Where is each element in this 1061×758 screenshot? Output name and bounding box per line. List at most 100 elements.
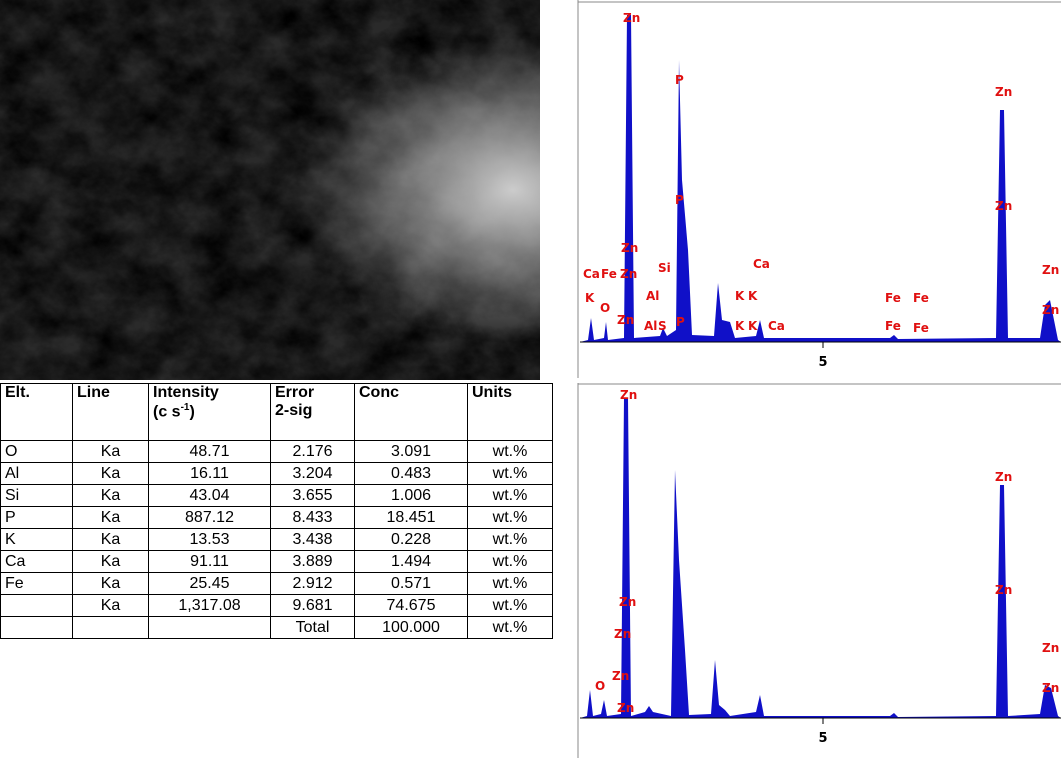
peak-label: O — [600, 301, 610, 315]
table-cell: Ka — [73, 441, 149, 463]
peak-label: K — [748, 319, 758, 333]
table-cell: 18.451 — [355, 507, 468, 529]
table-cell: wt.% — [468, 441, 553, 463]
table-cell: 0.228 — [355, 529, 468, 551]
header-cell: Units — [468, 384, 553, 441]
header-text: Units — [472, 384, 512, 401]
table-cell: 2.912 — [271, 573, 355, 595]
peak-label: Ca — [768, 319, 785, 333]
table-cell: wt.% — [468, 617, 553, 639]
table-cell: Ka — [73, 573, 149, 595]
table-cell: 43.04 — [149, 485, 271, 507]
header-cell: Elt. — [1, 384, 73, 441]
peak-label: Fe — [601, 267, 617, 281]
peak-label: K — [735, 289, 745, 303]
peak-label: Zn — [621, 241, 638, 255]
table-cell: P — [1, 507, 73, 529]
peak-label: Zn — [623, 11, 640, 25]
table-cell: Ka — [73, 485, 149, 507]
table-cell — [1, 595, 73, 617]
table-cell — [149, 617, 271, 639]
table-cell: Ka — [73, 507, 149, 529]
peak-label: Si — [658, 261, 671, 275]
header-text: (c s — [153, 403, 181, 420]
header-cell: Intensity(c s-1) — [149, 384, 271, 441]
table-cell: 74.675 — [355, 595, 468, 617]
table-cell: 25.45 — [149, 573, 271, 595]
table-cell: 1.494 — [355, 551, 468, 573]
peak-label: P — [675, 73, 684, 87]
peak-label: K — [748, 289, 758, 303]
peak-label: Zn — [995, 85, 1012, 99]
spectrum-bottom — [578, 383, 1061, 758]
peak-label: Zn — [620, 388, 637, 402]
header-cell: Line — [73, 384, 149, 441]
peak-label: Zn — [1042, 303, 1059, 317]
spectrum-peaks — [580, 398, 1061, 718]
table-cell: K — [1, 529, 73, 551]
table-cell: Ka — [73, 595, 149, 617]
table-cell: Ca — [1, 551, 73, 573]
peak-label: Zn — [619, 595, 636, 609]
peak-label: Zn — [1042, 263, 1059, 277]
peak-label: Zn — [995, 583, 1012, 597]
table-cell: 0.571 — [355, 573, 468, 595]
peak-label: P — [676, 315, 685, 329]
peak-label: Al — [646, 289, 659, 303]
peak-label: Zn — [612, 669, 629, 683]
table-cell: 3.889 — [271, 551, 355, 573]
table-cell: 3.655 — [271, 485, 355, 507]
header-cell: Error2-sig — [271, 384, 355, 441]
table-cell: 8.433 — [271, 507, 355, 529]
table-cell: 3.204 — [271, 463, 355, 485]
peak-label: Zn — [1042, 681, 1059, 695]
peak-label: S — [658, 319, 667, 333]
table-cell: 13.53 — [149, 529, 271, 551]
peak-label: Al — [644, 319, 657, 333]
header-text: Conc — [359, 384, 399, 401]
table-cell: wt.% — [468, 485, 553, 507]
sem-image — [0, 0, 540, 380]
table-cell: 1,317.08 — [149, 595, 271, 617]
table-cell: Ka — [73, 529, 149, 551]
peak-label: Fe — [885, 291, 901, 305]
table-cell: wt.% — [468, 595, 553, 617]
peak-label: Ca — [583, 267, 600, 281]
peak-label: K — [735, 319, 745, 333]
header-text: Line — [77, 384, 110, 401]
peak-label: Zn — [995, 199, 1012, 213]
peak-label: Fe — [885, 319, 901, 333]
peak-label: Zn — [617, 313, 634, 327]
table-cell: 91.11 — [149, 551, 271, 573]
peak-label: Fe — [913, 321, 929, 335]
page: Elt.LineIntensity(c s-1)Error2-sigConcUn… — [0, 0, 1061, 758]
table-row: AlKa16.113.2040.483wt.% — [1, 463, 553, 485]
peak-label: Zn — [614, 627, 631, 641]
table-cell: O — [1, 441, 73, 463]
table-cell: 16.11 — [149, 463, 271, 485]
table-cell: 3.091 — [355, 441, 468, 463]
table-row: SiKa43.043.6551.006wt.% — [1, 485, 553, 507]
table-row: FeKa25.452.9120.571wt.% — [1, 573, 553, 595]
peak-label: Zn — [1042, 641, 1059, 655]
peak-label: P — [675, 193, 684, 207]
peak-label: Zn — [617, 701, 634, 715]
header-text: ) — [189, 403, 194, 420]
table-cell: 9.681 — [271, 595, 355, 617]
table-cell: 887.12 — [149, 507, 271, 529]
table-cell: wt.% — [468, 507, 553, 529]
table-cell: wt.% — [468, 551, 553, 573]
table-cell — [73, 617, 149, 639]
table-cell: wt.% — [468, 529, 553, 551]
header-text: Intensity — [153, 384, 219, 401]
header-cell: Conc — [355, 384, 468, 441]
table-cell: 2.176 — [271, 441, 355, 463]
table-cell: 0.483 — [355, 463, 468, 485]
table-cell: Ka — [73, 463, 149, 485]
table-cell: wt.% — [468, 573, 553, 595]
